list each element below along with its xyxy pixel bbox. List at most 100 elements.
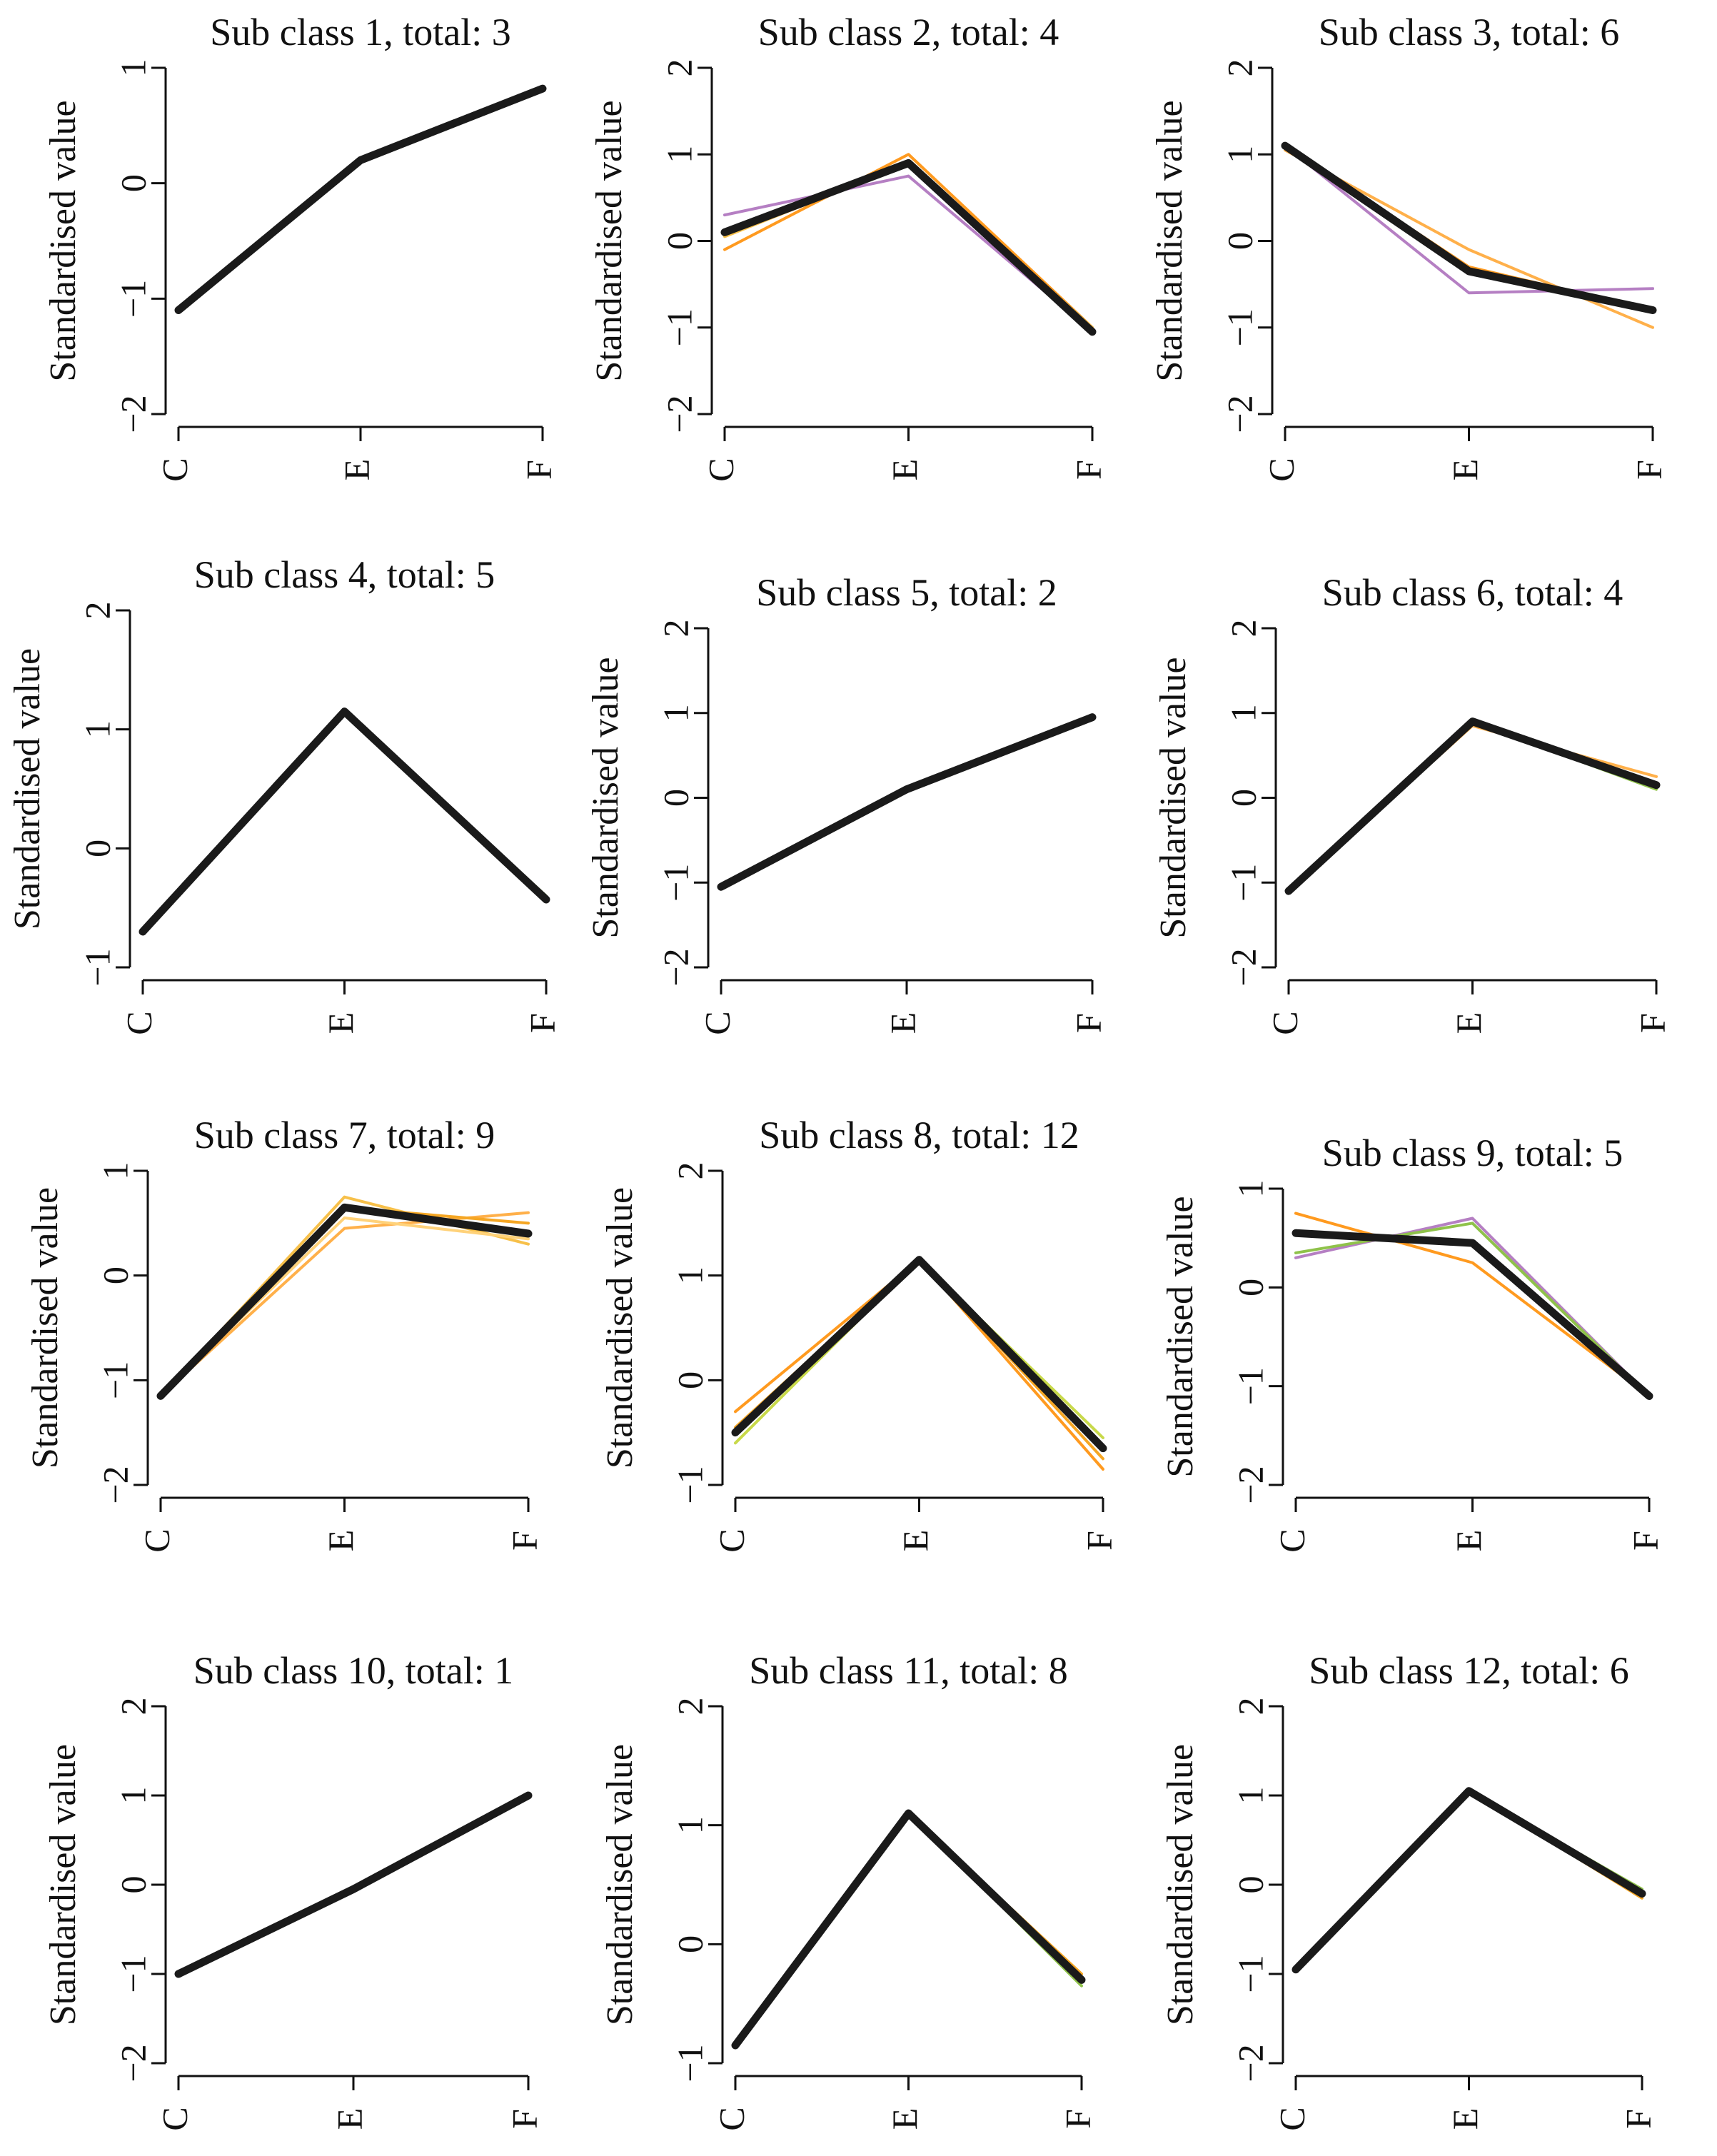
x-tick-label: F: [518, 460, 558, 480]
y-tick-label: 1: [95, 1162, 135, 1180]
y-tick-label: 0: [1223, 789, 1263, 807]
x-tick-label: E: [321, 1012, 361, 1034]
y-tick-label: 0: [1230, 1279, 1270, 1296]
y-tick-label: 2: [1223, 620, 1263, 638]
panel-6: Sub class 6, total: 4 Standardised value−…: [1153, 571, 1672, 1035]
y-tick-label: 0: [670, 1935, 710, 1953]
center-series-line: [1281, 141, 1657, 314]
panel-title: Sub class 2, total: 4: [758, 11, 1059, 54]
member-series-line: [1287, 724, 1658, 893]
x-tick-label: E: [1449, 1530, 1489, 1552]
y-tick-label: 1: [1223, 704, 1263, 722]
y-tick-label: 1: [113, 59, 153, 77]
member-series-line: [177, 87, 544, 312]
member-series-line: [1294, 1789, 1643, 1971]
y-axis-label: Standardised value: [1160, 1744, 1201, 2025]
panel-title: Sub class 6, total: 4: [1322, 571, 1623, 614]
y-tick-label: −2: [1230, 2044, 1270, 2082]
y-tick-label: −1: [1230, 1367, 1270, 1405]
panel-title: Sub class 11, total: 8: [749, 1649, 1067, 1692]
x-tick-label: F: [1068, 460, 1108, 480]
panel-title: Sub class 7, total: 9: [194, 1114, 495, 1157]
x-tick-label: C: [1264, 1011, 1304, 1034]
y-tick-label: −1: [1219, 308, 1259, 346]
panel-title: Sub class 10, total: 1: [193, 1649, 513, 1692]
y-tick-label: 1: [655, 704, 695, 722]
y-tick-label: −2: [1223, 948, 1263, 986]
panel-5: Sub class 5, total: 2 Standardised value−…: [585, 571, 1108, 1035]
x-tick-label: E: [321, 1530, 361, 1552]
x-tick-label: C: [1272, 1528, 1311, 1552]
x-tick-label: C: [154, 2107, 194, 2130]
y-tick-label: 2: [670, 1698, 710, 1716]
panel-8: Sub class 8, total: 12 Standardised value…: [600, 1114, 1119, 1553]
panel-title: Sub class 3, total: 6: [1319, 11, 1619, 54]
center-series-line: [717, 713, 1097, 891]
x-tick-label: C: [136, 1528, 176, 1552]
member-series-line: [723, 174, 1094, 333]
x-tick-label: E: [336, 459, 376, 481]
member-series-line: [159, 1216, 530, 1398]
y-tick-label: −2: [95, 1466, 135, 1503]
x-tick-label: F: [1079, 1531, 1119, 1551]
center-series-line: [156, 1203, 533, 1400]
panel-title: Sub class 9, total: 5: [1322, 1132, 1623, 1174]
y-tick-label: −2: [113, 395, 153, 433]
member-series-line: [723, 161, 1094, 329]
y-tick-label: −2: [113, 2044, 153, 2082]
y-tick-label: −1: [113, 280, 153, 318]
x-tick-label: E: [895, 1530, 935, 1552]
y-tick-label: −2: [655, 948, 695, 986]
x-tick-label: F: [1632, 1013, 1672, 1033]
panel-3: Sub class 3, total: 6 Standardised value−…: [1149, 11, 1668, 482]
x-tick-label: F: [1618, 2109, 1658, 2129]
y-tick-label: 1: [670, 1816, 710, 1834]
y-axis-label: Standardised value: [43, 100, 84, 381]
y-axis-label: Standardised value: [1153, 657, 1194, 938]
member-series-line: [177, 87, 544, 312]
y-axis-label: Standardised value: [1149, 100, 1190, 381]
y-tick-label: −2: [1219, 395, 1259, 433]
y-tick-label: 1: [1219, 146, 1259, 163]
panel-12: Sub class 12, total: 6 Standardised value…: [1160, 1649, 1658, 2131]
y-tick-label: −1: [655, 864, 695, 902]
y-tick-label: 2: [655, 620, 695, 638]
y-tick-label: 1: [1230, 1787, 1270, 1805]
member-series-line: [723, 153, 1094, 329]
member-series-line: [734, 1258, 1104, 1461]
y-tick-label: 2: [659, 59, 699, 77]
y-tick-label: 2: [1230, 1698, 1270, 1716]
center-series-line: [1291, 1787, 1646, 1974]
x-tick-label: F: [522, 1013, 562, 1033]
member-series-line: [734, 1258, 1104, 1445]
y-tick-label: 2: [77, 602, 117, 620]
y-tick-label: 0: [659, 232, 699, 250]
x-tick-label: F: [504, 1531, 544, 1551]
x-tick-label: C: [697, 1011, 737, 1034]
member-series-line: [1294, 1789, 1643, 1971]
member-series-line: [1294, 1221, 1651, 1398]
panel-2: Sub class 2, total: 4 Standardised value−…: [589, 11, 1108, 482]
y-axis-label: Standardised value: [43, 1744, 84, 2025]
y-tick-label: −2: [659, 395, 699, 433]
y-axis-label: Standardised value: [589, 100, 630, 381]
y-tick-label: 0: [113, 174, 153, 192]
center-series-line: [720, 158, 1097, 336]
panel-title: Sub class 12, total: 6: [1309, 1649, 1628, 1692]
x-tick-label: E: [329, 2108, 369, 2130]
center-series-line: [139, 707, 550, 936]
y-tick-label: 0: [670, 1371, 710, 1389]
y-tick-label: 0: [1219, 232, 1259, 250]
member-series-line: [141, 710, 548, 933]
y-axis-label: Standardised value: [600, 1744, 640, 2025]
member-series-line: [159, 1206, 530, 1398]
y-tick-label: −1: [77, 948, 117, 986]
y-axis-label: Standardised value: [600, 1187, 640, 1469]
member-series-line: [1294, 1212, 1651, 1398]
y-tick-label: 0: [113, 1876, 153, 1894]
y-tick-label: −1: [1230, 1955, 1270, 1993]
x-tick-label: F: [1625, 1531, 1665, 1551]
y-tick-label: 2: [1219, 59, 1259, 77]
y-axis-label: Standardised value: [7, 648, 48, 930]
center-series-line: [1284, 717, 1661, 895]
